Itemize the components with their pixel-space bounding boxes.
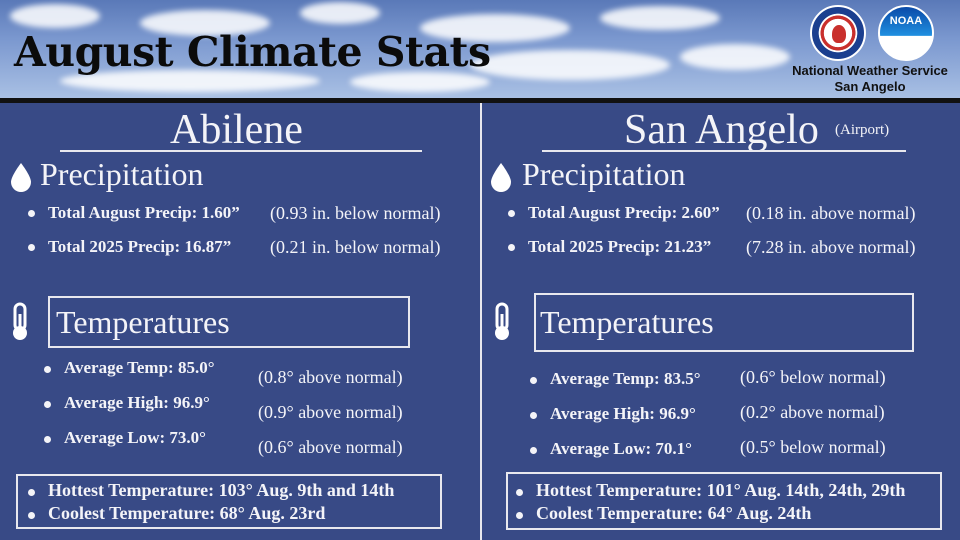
bullet [44, 366, 51, 373]
cloud-decoration [680, 44, 790, 70]
avg-low-san-angelo: Average Low: 70.1° [550, 439, 692, 458]
cloud-decoration [470, 50, 670, 80]
avg-low-note-san-angelo: (0.5° below normal) [740, 437, 886, 457]
extremes-box-abilene [16, 474, 442, 529]
hottest-temp-san-angelo: Hottest Temperature: 101° Aug. 14th, 24t… [536, 480, 906, 500]
avg-high-abilene: Average High: 96.9° [64, 393, 210, 412]
precip-year-note-abilene: (0.21 in. below normal) [270, 237, 441, 257]
extremes-box-san-angelo [506, 472, 942, 530]
nws-logo [810, 5, 866, 61]
agency-office: San Angelo [834, 79, 906, 94]
precip-august-note-abilene: (0.93 in. below normal) [270, 203, 441, 223]
bullet [516, 489, 523, 496]
cloud-decoration [420, 14, 570, 42]
page-title: August Climate Stats [14, 28, 491, 76]
thermometer-icon [495, 302, 509, 340]
noaa-logo: NOAA [878, 5, 934, 61]
temperatures-heading-box [48, 296, 410, 348]
temperatures-heading-san-angelo: Temperatures [540, 304, 714, 340]
bullet [28, 489, 35, 496]
bullet [516, 512, 523, 519]
precip-heading-san-angelo: Precipitation [522, 156, 686, 192]
water-drop-icon [491, 163, 511, 192]
city-title-san-angelo: San Angelo [624, 107, 819, 153]
precip-year-abilene: Total 2025 Precip: 16.87” [48, 237, 232, 256]
coolest-temp-san-angelo: Coolest Temperature: 64° Aug. 24th [536, 503, 812, 523]
city-underline [60, 150, 422, 152]
bullet [44, 401, 51, 408]
avg-high-san-angelo: Average High: 96.9° [550, 404, 696, 423]
cloud-decoration [350, 72, 490, 92]
cloud-decoration [60, 70, 320, 92]
city-subtitle-airport: (Airport) [835, 122, 890, 138]
bullet [28, 244, 35, 251]
temperatures-heading-box [534, 293, 914, 352]
avg-high-note-san-angelo: (0.2° above normal) [740, 402, 885, 422]
avg-temp-san-angelo: Average Temp: 83.5° [550, 369, 701, 388]
cloud-decoration [300, 2, 380, 24]
water-drop-icon [11, 163, 31, 192]
precip-august-san-angelo: Total August Precip: 2.60” [528, 203, 720, 222]
bullet [508, 210, 515, 217]
avg-temp-note-san-angelo: (0.6° below normal) [740, 367, 886, 387]
header-divider [0, 98, 960, 103]
city-underline [542, 150, 906, 152]
cloud-decoration [10, 4, 100, 28]
precip-august-abilene: Total August Precip: 1.60” [48, 203, 240, 222]
avg-temp-note-abilene: (0.8° above normal) [258, 367, 403, 387]
nws-logo-mark [832, 25, 846, 43]
bullet [530, 377, 537, 384]
hottest-temp-abilene: Hottest Temperature: 103° Aug. 9th and 1… [48, 480, 395, 500]
bullet [530, 412, 537, 419]
avg-high-note-abilene: (0.9° above normal) [258, 402, 403, 422]
bullet [508, 244, 515, 251]
agency-name: National Weather Service [792, 63, 948, 78]
avg-low-note-abilene: (0.6° above normal) [258, 437, 403, 457]
cloud-decoration [140, 10, 270, 36]
precip-august-note-san-angelo: (0.18 in. above normal) [746, 203, 916, 223]
bullet [28, 512, 35, 519]
noaa-logo-text: NOAA [889, 15, 923, 27]
precip-year-san-angelo: Total 2025 Precip: 21.23” [528, 237, 712, 256]
city-title-abilene: Abilene [170, 107, 303, 153]
precip-heading-abilene: Precipitation [40, 156, 204, 192]
agency-label: National Weather Service San Angelo [780, 63, 960, 95]
bullet [28, 210, 35, 217]
bullet [44, 436, 51, 443]
avg-temp-abilene: Average Temp: 85.0° [64, 358, 215, 377]
cloud-decoration [600, 6, 720, 30]
column-divider [480, 103, 482, 540]
thermometer-icon [13, 302, 27, 340]
temperatures-heading-abilene: Temperatures [56, 304, 230, 340]
coolest-temp-abilene: Coolest Temperature: 68° Aug. 23rd [48, 503, 326, 523]
avg-low-abilene: Average Low: 73.0° [64, 428, 206, 447]
header-banner: August Climate Stats NOAA National Weath… [0, 0, 960, 98]
bullet [530, 447, 537, 454]
precip-year-note-san-angelo: (7.28 in. above normal) [746, 237, 916, 257]
